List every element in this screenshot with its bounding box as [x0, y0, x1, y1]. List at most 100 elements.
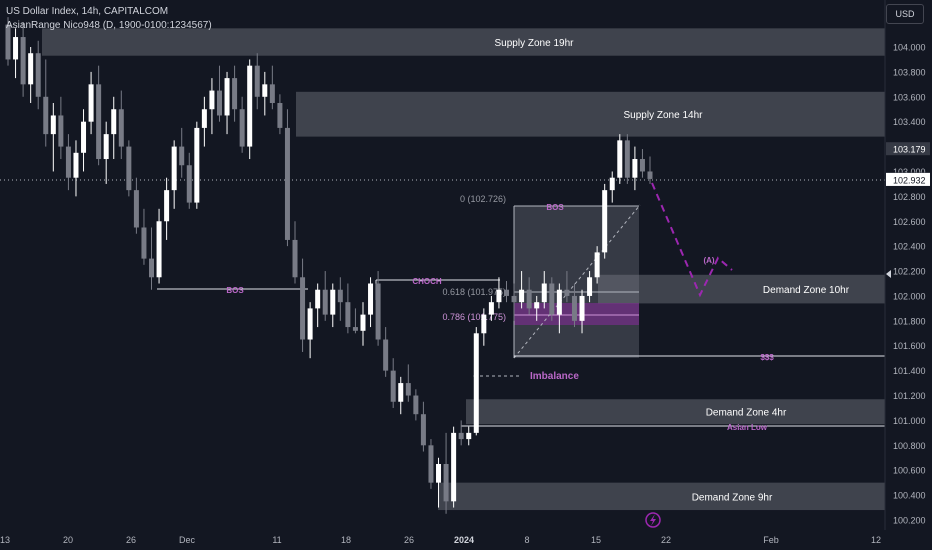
candlestick-series — [5, 17, 653, 514]
demand-zone-4hr: Demand Zone 4hr — [466, 399, 885, 425]
candle-body — [111, 109, 117, 135]
candle-body — [13, 37, 19, 60]
candle-body — [284, 127, 290, 240]
candle-body — [436, 463, 442, 483]
fib-0786-label: 0.786 (101.775) — [442, 312, 506, 322]
candle-body — [179, 146, 185, 166]
candle-body — [511, 295, 517, 303]
price-tick-label: 103.800 — [893, 67, 926, 77]
time-tick-label: 13 — [0, 535, 10, 545]
indicator-legend[interactable]: AsianRange Nico948 (D, 1900-0100:1234567… — [6, 20, 212, 31]
lightning-event-icon[interactable] — [645, 512, 661, 528]
candle-body — [5, 24, 11, 60]
zone-rect — [438, 482, 885, 511]
candle-body — [232, 78, 238, 110]
candle-body — [587, 277, 593, 296]
wave-a-label: (A) — [703, 256, 714, 265]
candle-body — [133, 190, 139, 228]
candle-body — [420, 414, 426, 446]
candle-body — [322, 289, 328, 315]
chart-title: US Dollar Index, 14h, CAPITALCOM — [6, 6, 169, 17]
candle-body — [345, 302, 351, 328]
price-tick-label: 102.400 — [893, 242, 926, 252]
candle-body — [65, 146, 71, 178]
time-tick-label: 18 — [341, 535, 351, 545]
axis-caret-icon — [886, 270, 891, 278]
candle-body — [81, 121, 87, 153]
candle-body — [239, 109, 245, 147]
candle-body — [398, 383, 404, 402]
candle-body — [149, 258, 155, 278]
bos-left-label: BOS — [226, 286, 244, 295]
candle-body — [315, 289, 321, 309]
candle-body — [20, 37, 26, 85]
candle-body — [632, 159, 638, 178]
price-tick-label: 103.600 — [893, 92, 926, 102]
candle-body — [337, 289, 343, 303]
candle-body — [594, 252, 600, 278]
zone-label: Demand Zone 10hr — [763, 285, 850, 296]
candle-body — [624, 140, 630, 178]
candle-body — [526, 289, 532, 309]
time-tick-label: 22 — [661, 535, 671, 545]
candle-body — [368, 283, 374, 315]
candle-body — [171, 146, 177, 191]
price-tick-label: 101.400 — [893, 366, 926, 376]
price-label: 102.932 — [893, 175, 926, 185]
time-tick-label: Dec — [179, 535, 196, 545]
candle-body — [549, 283, 555, 315]
candle-body — [330, 289, 336, 315]
candle-body — [473, 333, 479, 433]
price-label-box — [886, 142, 930, 156]
zone-label: Supply Zone 19hr — [495, 38, 575, 49]
fib-0618-label: 0.618 (101.975) — [442, 287, 506, 297]
price-tick-label: 100.800 — [893, 441, 926, 451]
candle-body — [224, 78, 230, 116]
zone-label: Supply Zone 14hr — [624, 110, 704, 121]
time-tick-label: 12 — [871, 535, 881, 545]
candle-body — [360, 314, 366, 331]
candle-body — [194, 127, 200, 203]
price-tick-label: 101.200 — [893, 391, 926, 401]
candle-body — [35, 53, 41, 97]
price-tick-label: 103.000 — [893, 167, 926, 177]
candle-body — [466, 432, 472, 440]
price-axis[interactable]: 104.000103.800103.600103.400103.200103.0… — [886, 43, 930, 526]
zone-rect — [598, 274, 885, 304]
candle-body — [390, 370, 396, 402]
candle-body — [262, 84, 268, 97]
candle-body — [269, 84, 275, 104]
supply-zone-14hr: Supply Zone 14hr — [296, 91, 885, 137]
currency-button[interactable]: USD — [886, 4, 924, 24]
price-tick-label: 101.800 — [893, 316, 926, 326]
zone-label: Demand Zone 4hr — [706, 408, 787, 419]
ssd-label: $$$ — [760, 353, 774, 362]
candle-body — [28, 53, 34, 85]
demand-zone-9hr: Demand Zone 9hr — [438, 482, 885, 511]
candle-body — [481, 314, 487, 334]
time-axis[interactable]: 13 20 26 Dec 11 18 26 2024 8 15 22 Feb 12 — [0, 535, 881, 545]
candle-body — [617, 140, 623, 178]
price-tick-label: 103.400 — [893, 117, 926, 127]
price-label-box — [886, 172, 930, 186]
zone-rect — [42, 28, 885, 56]
candle-body — [50, 115, 56, 135]
time-tick-label: 2024 — [454, 535, 474, 545]
candle-body — [579, 295, 585, 321]
price-tick-label: 100.400 — [893, 491, 926, 501]
time-tick-label: 20 — [63, 535, 73, 545]
price-tick-label: 100.200 — [893, 516, 926, 526]
projected-path — [651, 182, 733, 298]
price-tick-label: 104.000 — [893, 43, 926, 53]
candle-body — [43, 96, 49, 135]
candle-body — [488, 302, 494, 315]
time-tick-label: 26 — [404, 535, 414, 545]
candle-body — [164, 190, 170, 222]
time-tick-label: 8 — [524, 535, 529, 545]
candle-body — [458, 432, 464, 440]
candle-body — [141, 227, 147, 259]
candle-body — [541, 283, 547, 303]
candle-body — [375, 283, 381, 340]
candle-body — [118, 109, 124, 147]
